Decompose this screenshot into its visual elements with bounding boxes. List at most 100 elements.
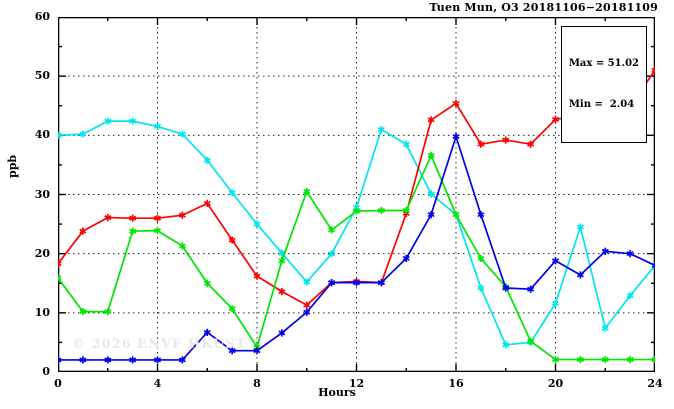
data-point-marker	[551, 258, 560, 264]
plot-frame	[58, 17, 655, 372]
series-blue	[58, 132, 655, 364]
y-tick-label: 40	[34, 128, 50, 142]
data-point-marker	[402, 141, 410, 147]
data-point-marker	[626, 293, 634, 299]
data-point-marker	[477, 141, 485, 147]
data-point-marker	[228, 190, 236, 196]
data-point-marker	[576, 272, 584, 278]
data-point-marker	[527, 286, 535, 292]
data-point-marker	[253, 221, 261, 227]
data-point-marker	[153, 123, 162, 129]
data-point-marker	[651, 358, 655, 363]
chart-title: Tuen Mun, O3 20181106−20181109	[429, 1, 658, 14]
x-axis-label: Hours	[318, 386, 356, 399]
data-point-marker	[576, 224, 584, 230]
data-point-marker	[477, 285, 485, 291]
data-point-marker	[253, 348, 261, 354]
data-point-marker	[153, 228, 162, 234]
data-point-marker	[527, 338, 535, 344]
data-point-marker	[58, 134, 62, 138]
data-point-marker	[58, 357, 62, 361]
y-tick-label: 60	[34, 10, 50, 23]
x-tick-label: 20	[547, 377, 564, 390]
data-point-marker	[104, 118, 112, 124]
grid-layer	[58, 17, 655, 372]
min-value-label: Min = 2.04	[568, 98, 635, 110]
data-point-marker	[228, 348, 236, 354]
data-point-marker	[576, 357, 584, 363]
data-point-marker	[79, 357, 87, 363]
data-point-marker	[178, 212, 186, 218]
data-point-marker	[104, 309, 112, 315]
data-point-marker	[502, 342, 510, 348]
data-point-marker	[253, 273, 261, 279]
data-point-marker	[58, 276, 62, 281]
data-point-marker	[278, 330, 286, 336]
data-point-marker	[303, 302, 311, 308]
data-point-marker	[153, 215, 162, 221]
data-point-marker	[352, 208, 361, 214]
data-point-marker	[104, 357, 112, 363]
data-point-marker	[601, 325, 609, 331]
data-point-marker	[452, 133, 460, 140]
data-point-marker	[352, 280, 361, 286]
data-point-marker	[377, 207, 385, 214]
series-layer	[58, 66, 655, 364]
data-point-marker	[452, 100, 460, 106]
data-point-marker	[278, 250, 286, 256]
x-tick-label: 12	[348, 377, 365, 390]
data-point-marker	[129, 357, 137, 363]
x-tick-label: 24	[647, 377, 663, 390]
tick-layer	[58, 17, 655, 372]
data-point-marker	[427, 191, 435, 197]
y-tick-label: 30	[34, 187, 50, 201]
data-point-marker	[58, 132, 62, 137]
data-point-marker	[303, 189, 311, 195]
data-point-marker	[228, 237, 236, 243]
y-tick-label: 20	[34, 246, 50, 260]
data-point-marker	[104, 215, 112, 221]
data-point-marker	[601, 357, 609, 363]
data-point-marker	[58, 261, 62, 265]
data-point-marker	[651, 357, 655, 361]
data-point-marker	[651, 262, 655, 267]
data-point-marker	[452, 212, 460, 218]
data-point-marker	[129, 215, 137, 221]
data-point-marker	[377, 126, 385, 132]
data-point-marker	[153, 357, 162, 363]
data-point-marker	[402, 255, 410, 261]
data-point-marker	[203, 157, 211, 163]
plot-area: Max = 51.02 Min = 2.04	[58, 17, 655, 372]
data-point-marker	[402, 207, 410, 214]
data-point-marker	[551, 357, 560, 363]
data-point-marker	[601, 248, 609, 254]
data-point-marker	[203, 329, 211, 335]
data-point-marker	[58, 275, 62, 279]
data-point-marker	[278, 288, 286, 295]
data-point-marker	[203, 200, 211, 206]
max-value-label: Max = 51.02	[568, 58, 639, 69]
data-point-marker	[427, 152, 435, 158]
x-tick-label: 4	[153, 377, 162, 390]
minmax-legend-box: Max = 51.02 Min = 2.04	[560, 26, 647, 143]
data-point-marker	[58, 358, 62, 363]
data-point-marker	[129, 118, 137, 124]
data-point-marker	[278, 258, 286, 264]
x-tick-label: 0	[54, 377, 62, 390]
data-point-marker	[328, 227, 336, 233]
data-point-marker	[477, 255, 485, 261]
data-point-marker	[328, 280, 336, 286]
data-point-marker	[203, 280, 211, 286]
y-axis-label: ppb	[6, 154, 19, 178]
data-point-marker	[79, 131, 87, 137]
y-tick-label: 10	[34, 305, 50, 319]
x-tick-label: 8	[253, 377, 261, 390]
data-point-marker	[626, 251, 634, 257]
data-point-marker	[79, 228, 87, 234]
data-point-marker	[551, 116, 560, 122]
data-point-marker	[328, 251, 336, 257]
data-point-marker	[303, 279, 311, 285]
data-point-marker	[626, 357, 634, 363]
data-point-marker	[651, 69, 655, 73]
